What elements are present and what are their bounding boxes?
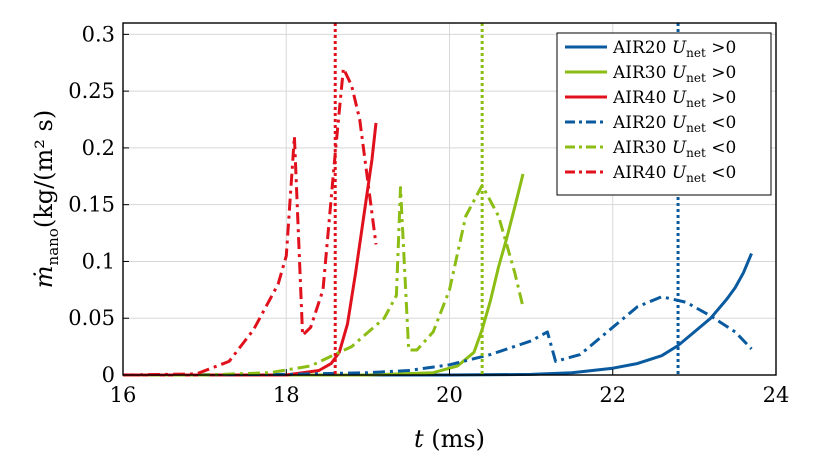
x-tick-label: 16 (110, 383, 137, 407)
series-line-2 (123, 122, 378, 377)
legend-label-1: AIR30 Unet >0 (612, 63, 736, 85)
y-tick-label: 0.2 (82, 136, 115, 160)
legend: AIR20 Unet >0 AIR30 Unet >0 AIR40 Unet >0 A… (556, 32, 772, 196)
y-tick-label: 0.25 (68, 79, 115, 103)
series-line-1 (123, 173, 525, 377)
legend-label-4: AIR30 Unet <0 (612, 138, 736, 160)
legend-box (556, 32, 772, 196)
y-tick-label: 0 (102, 363, 115, 387)
y-tick-label: 0.1 (82, 249, 115, 273)
y-tick-label: 0.05 (68, 306, 115, 330)
legend-label-3: AIR20 Unet <0 (612, 113, 736, 135)
y-tick-label: 0.15 (68, 193, 115, 217)
series-line-0 (123, 252, 753, 377)
x-axis-label: t (ms) (414, 425, 485, 453)
x-tick-label: 20 (436, 383, 463, 407)
x-tick-label: 18 (273, 383, 300, 407)
x-tick-label: 24 (763, 383, 790, 407)
legend-label-2: AIR40 Unet >0 (612, 88, 736, 110)
series-line-3 (122, 295, 753, 377)
series-line-5 (122, 66, 378, 377)
legend-label-0: AIR20 Unet >0 (612, 38, 736, 60)
y-axis-label: ṁnano(kg/(m² s) (30, 110, 62, 288)
y-tick-label: 0.3 (82, 22, 115, 46)
legend-label-5: AIR40 Unet <0 (612, 163, 736, 185)
x-tick-label: 22 (599, 383, 626, 407)
